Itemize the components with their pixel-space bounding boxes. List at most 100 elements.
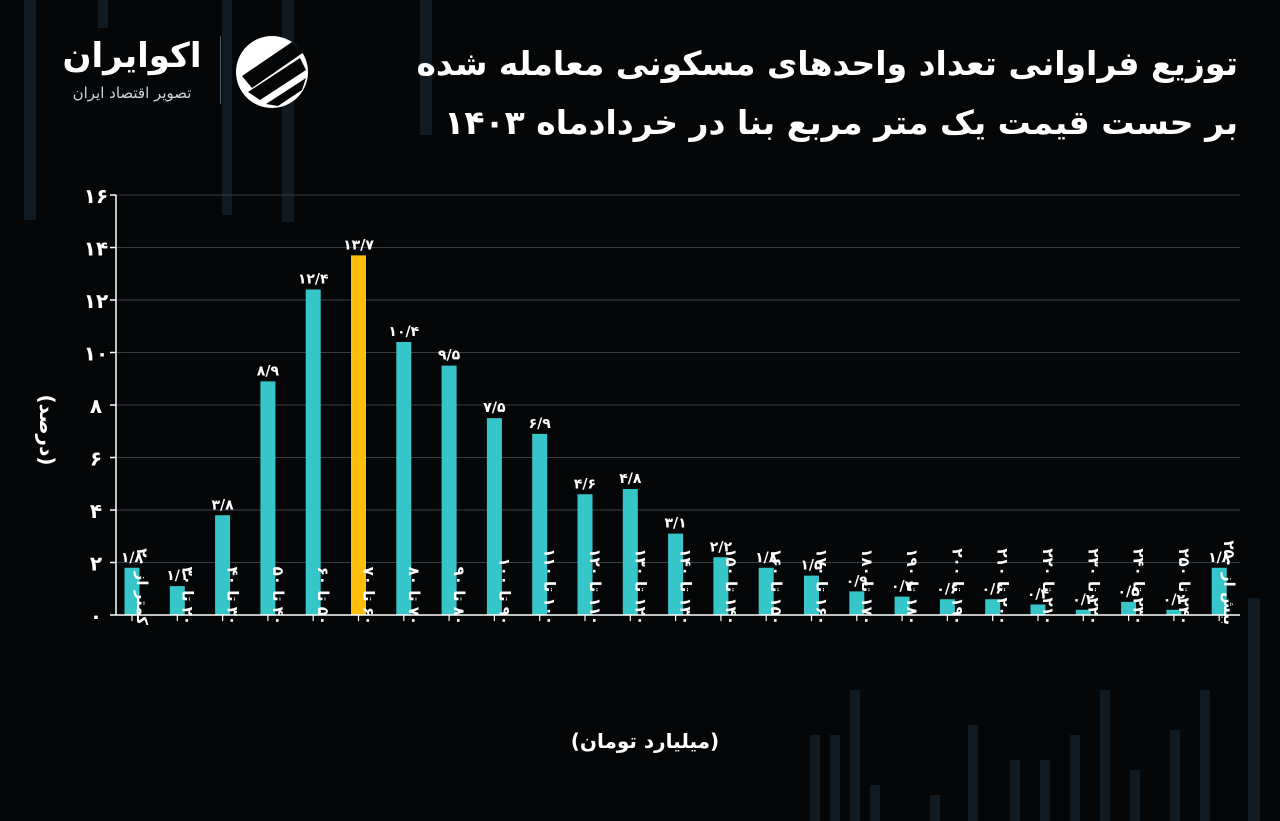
y-tick-label: ۱۴: [84, 237, 108, 261]
bar-value-label: ۸/۹: [257, 363, 280, 379]
x-tick-label: ۵۰ تا ۶۰: [314, 567, 332, 625]
y-axis-label: (درصد): [35, 395, 59, 466]
x-tick-label: ۱۸۰ تا ۱۹۰: [903, 548, 921, 625]
bar-value-label: ۱/۸: [121, 550, 144, 566]
bar-10: [532, 433, 548, 615]
x-tick-label: ۱۶۰ تا ۱۷۰: [813, 548, 831, 625]
logo-divider: [220, 36, 221, 104]
bar-value-label: ۱/۸: [1208, 550, 1231, 566]
bar-15: [758, 567, 774, 615]
x-tick-label: ۲۱۰ تا ۲۲۰: [1039, 548, 1057, 625]
bar-value-label: ۱۲/۴: [298, 272, 329, 288]
bar-value-label: ۲/۲: [710, 539, 733, 555]
x-axis-ticks: کمتر از ۲۰ ۲۰ تا ۳۰ ۳۰ تا ۴۰ ۴۰ تا ۵۰ ۵۰ تا …: [131, 540, 1238, 626]
bar-value-label: ۰/۶: [936, 581, 958, 597]
x-tick-label: ۲۴۰ تا ۲۵۰: [1175, 548, 1193, 625]
x-tick-label: ۹۰ تا ۱۰۰: [495, 558, 513, 626]
x-tick-label: ۲۰۰ تا ۲۱۰: [994, 548, 1012, 625]
bar-value-label: ۳/۸: [211, 497, 234, 513]
y-tick-label: ۸: [90, 394, 102, 418]
bar-value-label: ۰/۲: [1072, 592, 1095, 608]
bar-value-labels: ۱/۸ ۱/۱ ۳/۸ ۸/۹ ۱۲/۴ ۱۳/۷ ۱۰/۴ ۹/۵ ۷/۵ ۶/۹ ۴/۶ ۴/۸ ۳…: [121, 237, 1231, 607]
bar-25: [1211, 567, 1227, 615]
bar-value-label: ۴/۸: [619, 471, 642, 487]
x-tick-label: ۱۱۰ تا ۱۲۰: [586, 548, 604, 625]
y-tick-label: ۴: [90, 499, 102, 523]
bar-21: [1030, 604, 1046, 615]
brand-logo: اکوایران تصویر اقتصاد ایران: [52, 28, 322, 118]
x-axis-label: (میلیارد تومان): [571, 729, 719, 753]
y-tick-label: ۰: [90, 604, 102, 628]
x-tick-label: ۸۰ تا ۹۰: [450, 567, 468, 625]
bar-value-label: ۷/۵: [483, 400, 506, 416]
bar-value-label: ۴/۶: [574, 476, 596, 492]
x-tick-label: ۶۰ تا ۷۰: [360, 567, 378, 625]
x-tick-label: ۱۵۰ تا ۱۶۰: [767, 548, 785, 625]
bars: [124, 255, 1227, 615]
y-axis-ticks: ۰ ۲ ۴ ۶ ۸ ۱۰ ۱۲ ۱۴ ۱۶: [84, 184, 116, 628]
bar-value-label: ۰/۲: [1163, 592, 1186, 608]
y-tick-label: ۱۰: [84, 342, 108, 366]
bar-14: [713, 557, 729, 615]
x-tick-label: ۱۲۰ تا ۱۳۰: [631, 548, 649, 625]
bar-12: [622, 489, 638, 615]
bar-11: [577, 494, 593, 615]
bar-13: [668, 533, 684, 615]
x-tick-label: ۷۰ تا ۸۰: [405, 567, 423, 625]
x-tick-label: ۱۷۰ تا ۱۸۰: [858, 548, 876, 625]
bar-value-label: ۰/۷: [891, 579, 914, 595]
x-tick-label: ۱۰۰ تا ۱۱۰: [541, 548, 559, 625]
x-tick-label: بیش از ۲۵۰: [1220, 540, 1238, 625]
y-tick-label: ۶: [90, 447, 102, 471]
x-tick-label: ۱۴۰ تا ۱۵۰: [722, 548, 740, 625]
x-tick-label: ۱۳۰ تا ۱۴۰: [677, 548, 695, 625]
bar-value-label: ۳/۱: [664, 516, 686, 532]
bar-1: [124, 567, 140, 615]
gridlines: [116, 194, 1240, 563]
bar-8: [441, 365, 457, 615]
bar-value-label: ۱۰/۴: [388, 324, 419, 340]
bar-2: [169, 586, 185, 615]
bar-5: [305, 289, 321, 615]
bar-value-label: ۰/۵: [1117, 584, 1140, 600]
x-tick-label: ۲۰ تا ۳۰: [178, 567, 196, 625]
bar-value-label: ۱۳/۷: [343, 237, 374, 253]
bar-9: [486, 418, 502, 615]
chart-title-line-2: بر حست قیمت یک متر مربع بنا در خردادماه …: [444, 103, 1238, 142]
y-tick-label: ۲: [90, 552, 102, 576]
bar-4: [260, 381, 276, 615]
x-tick-label: کمتر از ۲۰: [133, 548, 151, 625]
chart-title-line-1: توزیع فراوانی تعداد واحدهای مسکونی معامل…: [416, 44, 1238, 83]
brand-mark-icon: [236, 36, 308, 108]
brand-tagline: تصویر اقتصاد ایران: [72, 84, 192, 102]
bar-value-label: ۱/۱: [166, 568, 188, 584]
bar-value-label: ۱/۵: [800, 558, 823, 574]
bar-22: [1075, 609, 1091, 615]
brand-name: اکوایران: [62, 36, 202, 76]
bar-16: [804, 575, 819, 615]
x-tick-label: ۲۳۰ تا ۲۴۰: [1130, 548, 1148, 625]
bar-17: [849, 591, 865, 615]
bar-value-label: ۰/۶: [982, 581, 1004, 597]
bar-value-label: ۱/۸: [755, 550, 778, 566]
x-tick-label: ۴۰ تا ۵۰: [269, 567, 287, 625]
bar-24: [1166, 609, 1182, 615]
bar-6: [351, 255, 366, 615]
bar-value-label: ۹/۵: [438, 348, 461, 364]
bar-23: [1121, 601, 1137, 615]
y-tick-label: ۱۶: [84, 184, 108, 208]
bar-18: [894, 596, 910, 615]
bar-20: [985, 599, 1001, 615]
x-tick-label: ۱۹۰ تا ۲۰۰: [948, 548, 966, 625]
y-tick-label: ۱۲: [84, 289, 108, 313]
bar-7: [396, 342, 412, 615]
bar-19: [939, 599, 955, 615]
bar-value-label: ۰/۹: [846, 573, 869, 589]
x-tick-label: ۳۰ تا ۴۰: [224, 567, 242, 625]
x-tick-label: ۲۲۰ تا ۲۳۰: [1084, 548, 1102, 625]
bar-3: [215, 515, 231, 615]
bar-value-label: ۶/۹: [529, 416, 552, 432]
bar-value-label: ۰/۴: [1027, 587, 1050, 603]
